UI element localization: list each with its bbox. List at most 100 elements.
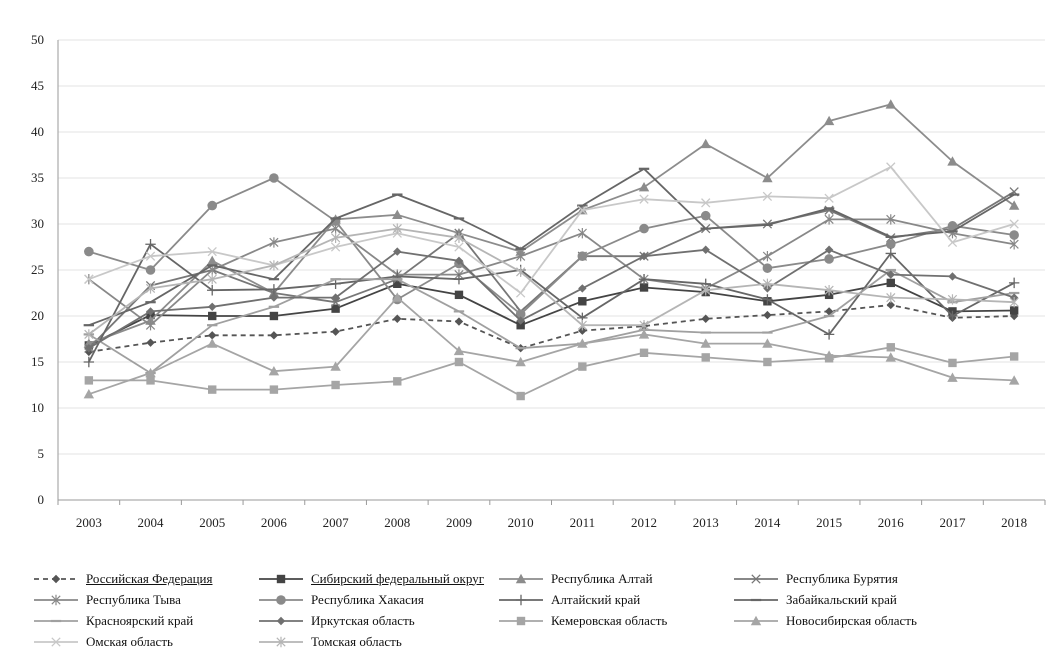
legend-label: Омская область <box>86 633 173 649</box>
y-tick-label: 10 <box>31 400 44 415</box>
x-tick-label: 2017 <box>939 515 966 530</box>
data-point <box>268 366 280 376</box>
legend-label: Российская Федерация <box>86 570 213 586</box>
data-point <box>886 214 896 225</box>
data-point <box>331 327 340 336</box>
data-point <box>330 242 341 252</box>
data-point <box>331 380 340 390</box>
legend-swatch <box>34 619 78 622</box>
legend-marker <box>516 616 526 625</box>
data-point <box>146 376 155 385</box>
series-line <box>88 248 1015 349</box>
legend-item: Алтайский край <box>495 592 730 608</box>
legend-label: Кемеровская область <box>551 612 668 628</box>
series-14 <box>84 223 1019 340</box>
data-point <box>638 274 650 285</box>
y-tick-label: 45 <box>31 78 44 93</box>
legend-item: Республика Тыва <box>30 592 255 608</box>
data-point <box>762 263 773 273</box>
legend-row: Республика Тыва Республика Хакасия Алтайск… <box>30 589 1050 610</box>
data-point <box>208 331 217 340</box>
x-tick-label: 2012 <box>631 515 657 530</box>
legend-row: Красноярский край Иркутская область Кемеро… <box>30 610 1050 631</box>
x-tick-label: 2015 <box>816 515 842 530</box>
data-point <box>824 254 834 264</box>
data-point <box>947 237 958 248</box>
data-point <box>453 345 465 356</box>
data-point <box>639 223 649 234</box>
data-point <box>392 292 403 302</box>
data-point <box>885 248 896 259</box>
data-point <box>823 350 835 360</box>
legend-item: Республика Хакасия <box>255 592 495 608</box>
legend-marker <box>51 574 61 583</box>
legend-label: Республика Бурятия <box>786 570 898 586</box>
series-line <box>88 218 1015 327</box>
legend-marker <box>515 573 527 583</box>
data-point <box>392 223 402 234</box>
data-point <box>886 300 895 310</box>
legend-item: Забайкальский край <box>730 592 990 608</box>
data-point <box>762 338 773 348</box>
legend-swatch <box>34 594 78 605</box>
data-point <box>84 376 94 385</box>
x-tick-label: 2003 <box>76 515 102 530</box>
data-point <box>947 372 958 382</box>
data-point <box>762 172 773 183</box>
data-point <box>330 278 341 289</box>
legend-swatch <box>499 573 543 583</box>
data-point <box>83 356 95 368</box>
legend-item: Красноярский край <box>30 613 255 629</box>
series-line <box>88 243 1015 363</box>
legend: Российская Федерация Сибирский федеральны… <box>30 568 1050 652</box>
data-point <box>762 191 773 202</box>
data-point <box>145 367 156 378</box>
data-point <box>701 314 710 323</box>
data-point <box>947 156 958 166</box>
data-point <box>83 389 95 399</box>
data-point <box>948 272 957 281</box>
data-point <box>269 237 279 248</box>
legend-swatch <box>734 573 778 584</box>
data-point <box>701 353 710 362</box>
data-point <box>454 232 464 243</box>
data-point <box>886 278 895 288</box>
data-point <box>824 214 834 225</box>
grid-lines <box>58 39 1045 501</box>
y-tick-label: 25 <box>31 262 44 277</box>
legend-swatch <box>34 574 78 583</box>
y-tick-label: 5 <box>38 446 45 461</box>
y-tick-label: 20 <box>31 308 44 323</box>
x-tick-label: 2005 <box>199 515 225 530</box>
series-6 <box>84 173 1019 319</box>
y-tick-label: 0 <box>38 492 45 507</box>
data-point <box>762 294 773 305</box>
data-point <box>823 115 835 126</box>
series-1 <box>84 300 1019 357</box>
data-point <box>947 294 958 305</box>
data-point <box>331 293 340 302</box>
data-point <box>454 357 464 367</box>
legend-item: Республика Бурятия <box>730 571 990 587</box>
legend-item: Республика Алтай <box>495 571 730 587</box>
data-point <box>145 239 156 250</box>
data-point <box>762 278 773 289</box>
data-point <box>269 293 279 302</box>
data-point <box>639 252 649 261</box>
data-point <box>207 255 218 265</box>
data-point <box>208 311 217 321</box>
series-line <box>88 166 1015 294</box>
data-point <box>886 270 895 279</box>
data-point <box>330 297 341 307</box>
data-point <box>1009 352 1019 361</box>
data-point <box>516 266 526 278</box>
data-point <box>701 245 710 254</box>
data-point <box>638 182 650 192</box>
data-point <box>515 356 526 367</box>
data-point <box>885 352 896 362</box>
data-point <box>639 320 649 331</box>
data-point <box>392 209 403 219</box>
data-point <box>700 210 711 221</box>
data-point <box>454 256 464 265</box>
series-11 <box>84 343 1019 401</box>
